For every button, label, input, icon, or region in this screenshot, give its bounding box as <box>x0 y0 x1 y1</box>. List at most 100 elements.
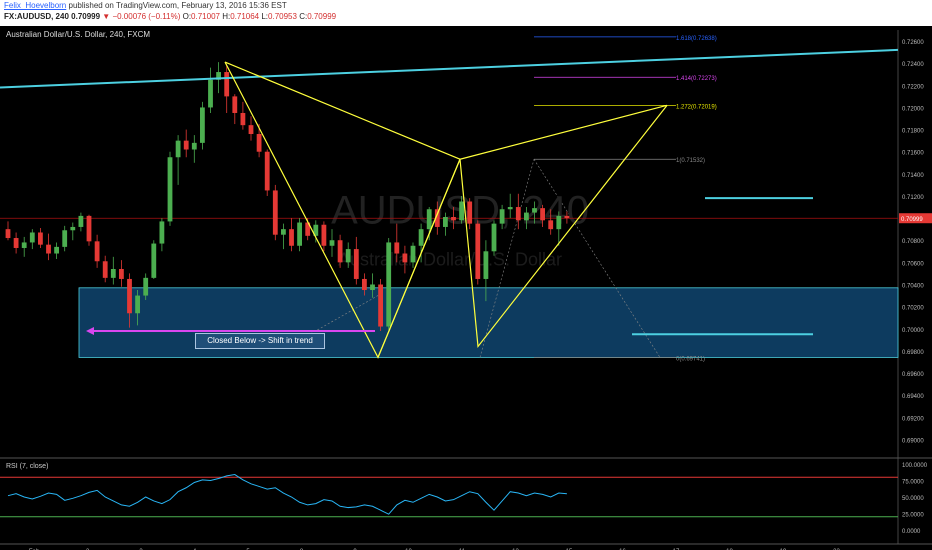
candle-body <box>329 240 335 246</box>
candle-body <box>208 79 213 108</box>
price-tick-label: 0.69800 <box>902 350 924 356</box>
candle-body <box>434 209 440 227</box>
candle-body <box>321 224 327 246</box>
candle-body <box>386 242 392 327</box>
rsi-tick-label: 100.0000 <box>902 463 928 469</box>
candle-body <box>86 215 92 242</box>
candle-body <box>127 278 132 314</box>
close-value: 0.70999 <box>307 12 337 21</box>
author-link[interactable]: Felix_Hoevelborn <box>4 1 67 10</box>
price-tick-label: 0.70200 <box>902 306 924 312</box>
candle-body <box>540 208 545 221</box>
candle-body <box>345 249 351 263</box>
candle-body <box>21 242 27 248</box>
candle-body <box>167 157 173 222</box>
candle-body <box>38 232 43 245</box>
candle-body <box>54 246 59 254</box>
price-tick-label: 0.71600 <box>902 151 924 157</box>
open-label: O: <box>182 12 192 21</box>
candle-body <box>297 222 302 246</box>
candle-body <box>46 244 51 254</box>
close-label: C: <box>299 12 308 21</box>
candle-body <box>70 226 76 231</box>
trend-shift-callout: Closed Below -> Shift in trend <box>195 333 325 349</box>
candle-body <box>337 240 343 263</box>
publish-header: Felix_Hoevelborn published on TradingVie… <box>0 0 932 26</box>
candle-body <box>524 212 529 221</box>
price-tick-label: 0.70000 <box>902 328 924 334</box>
price-tick-label: 0.71800 <box>902 129 924 135</box>
candle-body <box>29 232 35 243</box>
candle-body <box>353 249 359 279</box>
harmonic-pattern-bd-leg <box>459 104 668 160</box>
candle-body <box>426 209 432 230</box>
candle-body <box>402 253 408 263</box>
candle-body <box>313 224 319 236</box>
rsi-tick-label: 25.0000 <box>902 513 924 519</box>
price-chart[interactable]: 0.72600 0.72400 0.72200 0.72000 0.71800 0.716… <box>0 26 932 550</box>
price-tick-label: 0.69000 <box>902 438 924 444</box>
symbol-watermark-subtitle: Australian Dollar/U.S. Dollar <box>338 250 562 270</box>
candle-body <box>248 125 254 135</box>
candle-body <box>443 216 448 227</box>
candle-body <box>110 269 116 278</box>
instrument-label: Australian Dollar/U.S. Dollar, 240, FXCM <box>6 30 151 39</box>
resistance-trendline <box>0 48 899 89</box>
candle-body <box>78 215 84 227</box>
candle-body <box>483 251 489 279</box>
fib-level-label: 0(0.69741) <box>676 356 705 362</box>
candle-body <box>370 284 375 291</box>
harmonic-pattern-ab-leg <box>377 159 461 358</box>
rsi-line <box>7 474 567 515</box>
rsi-indicator-label: RSI (7, close) <box>6 463 49 470</box>
rsi-tick-label: 75.0000 <box>902 480 924 486</box>
price-tick-label: 0.70600 <box>902 261 924 267</box>
low-value: 0.70953 <box>268 12 297 21</box>
candle-body <box>272 190 278 235</box>
candle-body <box>256 134 262 152</box>
candle-body <box>264 151 270 191</box>
low-label: L: <box>261 12 269 21</box>
candle-body <box>410 245 416 263</box>
candle-body <box>459 201 464 221</box>
price-tick-label: 0.69400 <box>902 394 924 400</box>
price-tick-label: 0.72200 <box>902 84 924 90</box>
rsi-tick-label: 50.0000 <box>902 496 924 502</box>
price-tick-label: 0.69200 <box>902 416 924 422</box>
fib-level-label: 1(0.71532) <box>676 158 705 164</box>
candle-body <box>200 107 205 143</box>
change-down-icon: ▼ <box>102 12 111 21</box>
current-price-badge <box>899 213 932 224</box>
candle-body <box>507 207 513 210</box>
high-value: 0.71064 <box>230 12 260 21</box>
candle-body <box>232 96 238 113</box>
candle-body <box>159 221 165 244</box>
candle-body <box>362 278 367 291</box>
candle-body <box>191 142 197 150</box>
candle-body <box>175 140 181 158</box>
candle-body <box>418 229 424 246</box>
candle-body <box>491 223 497 252</box>
candle-body <box>102 261 108 278</box>
candle-body <box>119 269 124 279</box>
candle-body <box>183 140 189 150</box>
candle-body <box>13 238 19 248</box>
publish-line: Felix_Hoevelborn published on TradingVie… <box>4 1 287 10</box>
price-tick-label: 0.71200 <box>902 195 924 201</box>
fib-trendline-2 <box>299 295 379 341</box>
price-change: −0.00076 (−0.11%) <box>112 12 181 21</box>
high-label: H: <box>222 12 231 21</box>
candle-body <box>499 209 505 224</box>
fib-retrace-line <box>533 159 661 358</box>
price-tick-label: 0.72400 <box>902 62 924 68</box>
candle-body <box>467 201 473 224</box>
candle-body <box>224 72 230 97</box>
candle-body <box>289 229 294 246</box>
candle-body <box>94 241 100 262</box>
candle-body <box>62 230 68 247</box>
candle-body <box>515 207 521 221</box>
candle-body <box>564 215 570 219</box>
price-tick-label: 0.69600 <box>902 372 924 378</box>
candle-body <box>240 112 246 126</box>
candle-body <box>394 242 400 254</box>
